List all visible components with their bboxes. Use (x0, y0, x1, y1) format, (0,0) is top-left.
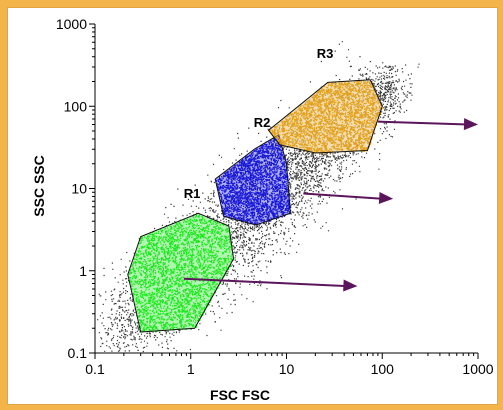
x-tick-label: 1000 (462, 361, 493, 377)
annotation-arrows (183, 118, 478, 292)
y-tick-label: 100 (64, 98, 88, 114)
x-tick-label: 100 (371, 361, 395, 377)
gated-regions (127, 79, 383, 333)
x-tick-label: 1 (187, 361, 195, 377)
scatter-points (97, 41, 420, 353)
region-label-r2: R2 (254, 115, 271, 130)
y-tick-label: 1 (79, 263, 87, 279)
arrow-shaft (303, 192, 384, 200)
annotation-arrow (303, 191, 394, 204)
region-r1-events (128, 214, 235, 333)
x-tick-label: 10 (279, 361, 295, 377)
region-r1-gate (127, 212, 235, 333)
region-r3-gate (267, 79, 383, 154)
region-label-r3: R3 (317, 46, 334, 61)
y-tick-label: 10 (71, 181, 87, 197)
arrow-shaft (377, 120, 469, 126)
annotation-arrow (183, 277, 358, 292)
x-tick-label: 0.1 (85, 361, 105, 377)
y-axis-label: SSC SSC (31, 155, 47, 216)
arrow-shaft (183, 277, 348, 288)
axes: 0.1 1 10 100 1000 0.1 1 10 100 1000 (56, 16, 494, 377)
x-axis-label: FSC FSC (210, 387, 270, 403)
arrow-head (378, 191, 394, 204)
gray-events (97, 41, 420, 353)
region-r3-events (269, 80, 383, 154)
region-labels: R1 R2 R3 (184, 46, 334, 201)
region-r2-gate (214, 134, 291, 226)
arrow-head (343, 279, 358, 292)
annotation-arrow (377, 118, 478, 131)
y-tick-label: 0.1 (68, 345, 88, 361)
region-label-r1: R1 (184, 186, 201, 201)
arrow-head (463, 118, 478, 131)
region-r2-events (215, 135, 292, 226)
y-tick-label: 1000 (56, 16, 87, 32)
